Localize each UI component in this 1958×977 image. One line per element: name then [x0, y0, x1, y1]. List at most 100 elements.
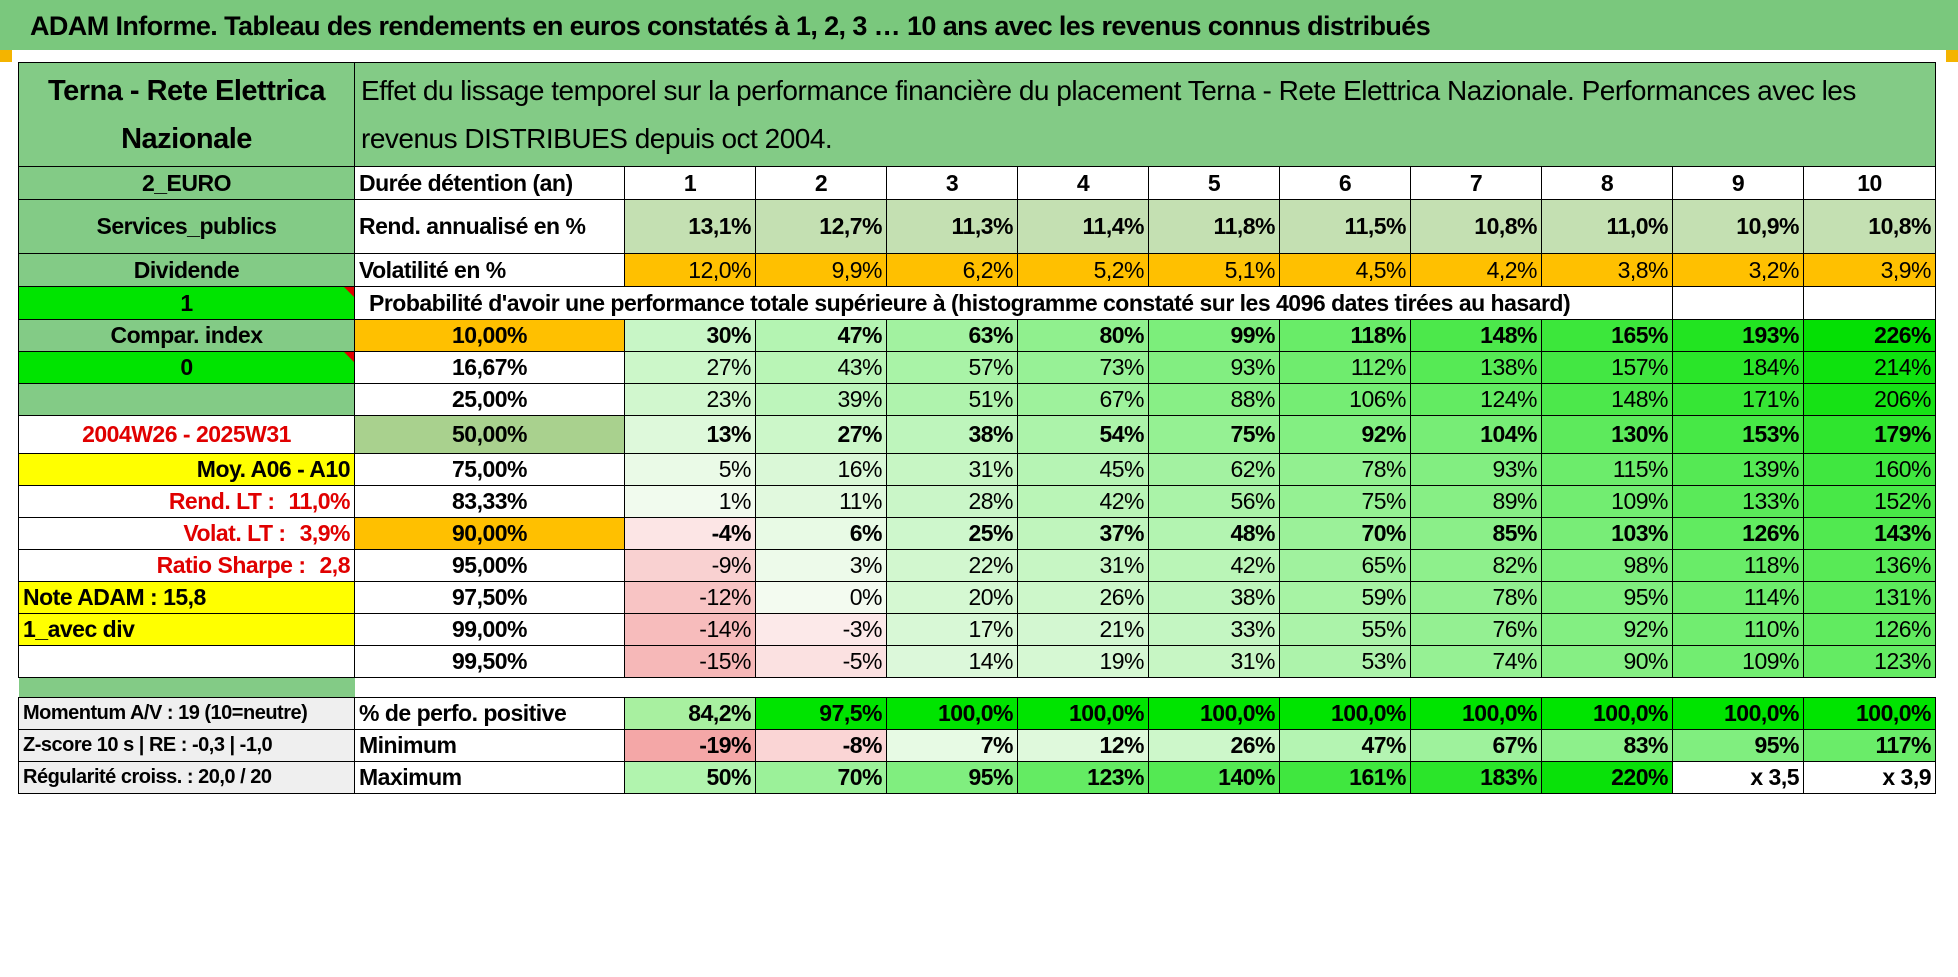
quantile-value: 6%	[755, 517, 887, 550]
rend-value: 12,7%	[755, 199, 887, 254]
quantile-value: -12%	[624, 581, 756, 614]
maximum-value: 220%	[1541, 761, 1673, 794]
minimum-value: 7%	[886, 729, 1018, 762]
volat-lt-value: 3,9%	[299, 520, 351, 546]
quantile-value: 114%	[1672, 581, 1804, 614]
quantile-value: 39%	[755, 383, 887, 416]
empty-left-cell	[18, 383, 355, 416]
quantile-value: 57%	[886, 351, 1018, 384]
quantile-value: 157%	[1541, 351, 1673, 384]
quantile-value: 21%	[1017, 613, 1149, 646]
quantile-value: 0%	[755, 581, 887, 614]
quantile-value: 93%	[1148, 351, 1280, 384]
quantile-value: 1%	[624, 485, 756, 518]
year-header: 9	[1672, 166, 1804, 200]
quantile-value: 48%	[1148, 517, 1280, 550]
quantile-value: 109%	[1672, 645, 1804, 678]
quantile-value: 92%	[1541, 613, 1673, 646]
year-header: 10	[1803, 166, 1936, 200]
quantile-value: 51%	[886, 383, 1018, 416]
rend-lt-value: 11,0%	[288, 488, 351, 514]
positive-perf-value: 100,0%	[1148, 697, 1280, 730]
rend-lt: Rend. LT : 11,0%	[18, 485, 355, 518]
vol-value: 5,1%	[1148, 253, 1280, 287]
quantile-level: 83,33%	[354, 485, 625, 518]
quantile-value: 53%	[1279, 645, 1411, 678]
spacer-left	[18, 677, 355, 698]
quantile-value: 152%	[1803, 485, 1936, 518]
quantile-value: 139%	[1672, 453, 1804, 486]
quantile-value: 124%	[1410, 383, 1542, 416]
corner-marker-right	[1946, 50, 1958, 62]
quantile-value: 138%	[1410, 351, 1542, 384]
maximum-left-info: Régularité croiss. : 20,0 / 20	[18, 761, 355, 794]
rend-value: 11,3%	[886, 199, 1018, 254]
quantile-value: 106%	[1279, 383, 1411, 416]
quantile-level: 10,00%	[354, 319, 625, 352]
maximum-label: Maximum	[354, 761, 625, 794]
quantile-value: 28%	[886, 485, 1018, 518]
quantile-level: 16,67%	[354, 351, 625, 384]
quantile-value: 171%	[1672, 383, 1804, 416]
table-row: 2_EURO Durée détention (an) 1 2 3 4 5 6 7 8 9 10	[18, 166, 1936, 200]
quantile-level: 25,00%	[354, 383, 625, 416]
quantile-value: 54%	[1017, 415, 1149, 454]
quantile-value: 78%	[1410, 581, 1542, 614]
quantile-value: 115%	[1541, 453, 1673, 486]
table-row: Compar. index 10,00% 30% 47% 63% 80% 99% 118% 14…	[18, 319, 1936, 352]
maximum-value: 95%	[886, 761, 1018, 794]
quantile-value: 126%	[1672, 517, 1804, 550]
quantile-value: 193%	[1672, 319, 1804, 352]
rend-value: 11,5%	[1279, 199, 1411, 254]
quantile-level: 99,00%	[354, 613, 625, 646]
table-row	[18, 677, 1936, 698]
volat-lt-label: Volat. LT :	[183, 520, 286, 546]
compar-index-label: Compar. index	[18, 319, 355, 352]
quantile-value: 31%	[886, 453, 1018, 486]
year-header: 8	[1541, 166, 1673, 200]
quantile-value: 76%	[1410, 613, 1542, 646]
quantile-value: 27%	[624, 351, 756, 384]
quantile-value: 80%	[1017, 319, 1149, 352]
empty-cell	[1672, 286, 1804, 320]
quantile-value: 93%	[1410, 453, 1542, 486]
quantile-value: 5%	[624, 453, 756, 486]
vol-value: 12,0%	[624, 253, 756, 287]
probability-header: Probabilité d'avoir une performance tota…	[354, 286, 1673, 320]
vol-value: 3,8%	[1541, 253, 1673, 287]
quantile-value: 30%	[624, 319, 756, 352]
sharpe-ratio: Ratio Sharpe : 2,8	[18, 549, 355, 582]
quantile-value: 11%	[755, 485, 887, 518]
vol-value: 5,2%	[1017, 253, 1149, 287]
quantile-value: 67%	[1017, 383, 1149, 416]
quantile-level: 50,00%	[354, 415, 625, 454]
minimum-value: -8%	[755, 729, 887, 762]
vol-value: 4,5%	[1279, 253, 1411, 287]
quantile-value: -14%	[624, 613, 756, 646]
quantile-value: 56%	[1148, 485, 1280, 518]
quantile-value: 82%	[1410, 549, 1542, 582]
quantile-value: 14%	[886, 645, 1018, 678]
quantile-value: 89%	[1410, 485, 1542, 518]
performance-table: Terna - Rete Elettrica Nazionale Effet du…	[18, 62, 1936, 794]
quantile-value: 62%	[1148, 453, 1280, 486]
quantile-value: 3%	[755, 549, 887, 582]
rend-value: 13,1%	[624, 199, 756, 254]
rend-value: 11,0%	[1541, 199, 1673, 254]
quantile-value: 112%	[1279, 351, 1411, 384]
duration-label: Durée détention (an)	[354, 166, 625, 200]
sharpe-ratio-label: Ratio Sharpe :	[156, 552, 306, 578]
quantile-value: 99%	[1148, 319, 1280, 352]
table-row: Terna - Rete Elettrica Nazionale Effet du…	[18, 62, 1936, 167]
quantile-level: 99,50%	[354, 645, 625, 678]
vol-value: 3,9%	[1803, 253, 1936, 287]
company-name: Terna - Rete Elettrica Nazionale	[18, 62, 355, 167]
maximum-value: x 3,5	[1672, 761, 1804, 794]
positive-perf-value: 100,0%	[1017, 697, 1149, 730]
quantile-value: 65%	[1279, 549, 1411, 582]
quantile-value: 31%	[1148, 645, 1280, 678]
maximum-value: 50%	[624, 761, 756, 794]
quantile-value: 78%	[1279, 453, 1411, 486]
quantile-value: 226%	[1803, 319, 1936, 352]
year-header: 3	[886, 166, 1018, 200]
